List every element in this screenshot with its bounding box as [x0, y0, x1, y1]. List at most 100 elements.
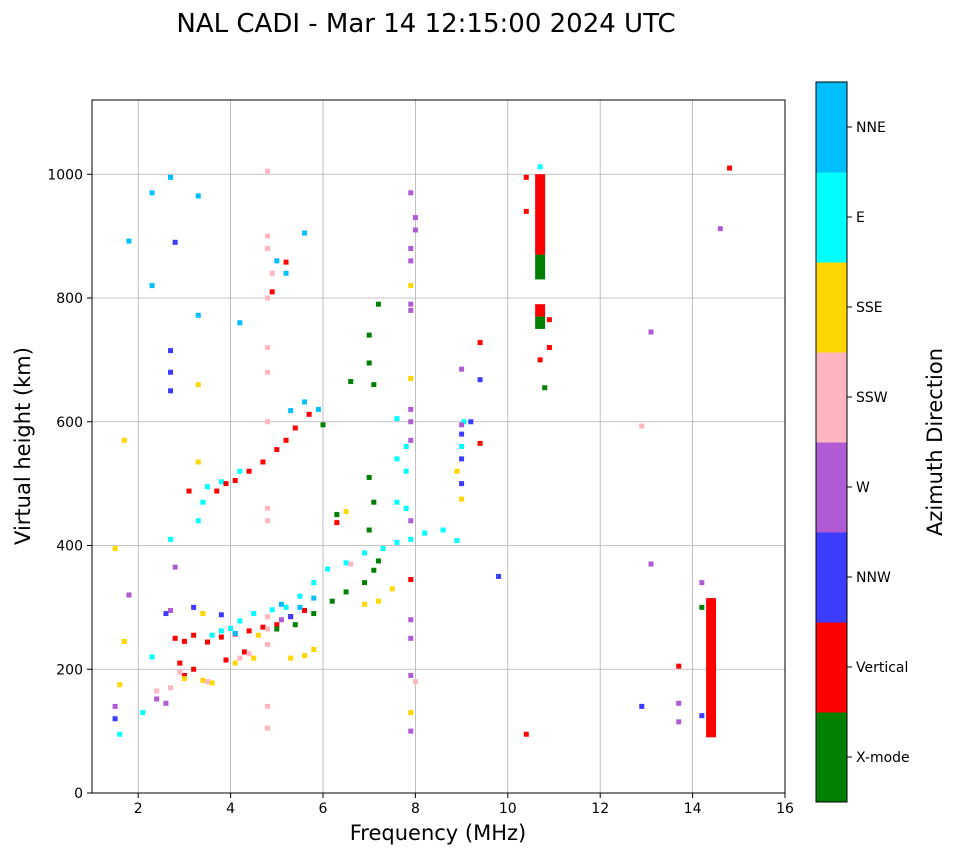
echo-point	[403, 505, 409, 511]
echo-point	[343, 560, 349, 566]
echo-point	[181, 638, 187, 644]
echo-point	[112, 703, 118, 709]
echo-point	[195, 518, 201, 524]
colorbar-tick-label: E	[856, 210, 865, 226]
echo-point	[223, 657, 229, 663]
echo-point	[191, 666, 197, 672]
echo-point	[112, 546, 118, 552]
echo-point	[454, 538, 460, 544]
echo-point	[191, 632, 197, 638]
echo-point	[177, 660, 183, 666]
echo-point	[265, 246, 271, 251]
y-tick-label: 400	[56, 539, 83, 555]
plot-background	[92, 100, 785, 793]
echo-point	[265, 168, 271, 174]
echo-point	[195, 459, 201, 465]
echo-point	[241, 649, 247, 655]
echo-point	[121, 437, 127, 443]
echo-point	[315, 406, 321, 412]
echo-point	[408, 536, 414, 542]
echo-point	[251, 655, 257, 661]
echo-point	[218, 479, 224, 485]
y-tick-label: 1000	[47, 167, 83, 183]
data-marks	[112, 164, 733, 738]
echo-point	[371, 382, 377, 388]
echo-point	[168, 388, 174, 394]
echo-point	[408, 246, 414, 251]
colorbar-tick-label: NNE	[856, 120, 886, 136]
echo-point	[232, 660, 238, 666]
echo-streak	[535, 254, 546, 280]
echo-point	[149, 190, 155, 196]
echo-point	[274, 622, 280, 628]
echo-point	[126, 238, 132, 244]
echo-point	[265, 345, 271, 350]
echo-point	[412, 227, 418, 233]
echo-point	[269, 270, 275, 276]
colorbar-segment	[816, 532, 847, 623]
echo-point	[237, 655, 243, 661]
echo-point	[278, 601, 284, 607]
echo-point	[265, 725, 271, 731]
echo-point	[181, 672, 187, 678]
echo-point	[218, 628, 224, 634]
echo-point	[408, 672, 414, 678]
colorbar: X-mode Vertical NNW W SSW SSE E NNE	[815, 81, 910, 803]
echo-point	[727, 165, 733, 171]
echo-point	[537, 164, 543, 170]
colorbar-segment	[816, 172, 847, 263]
echo-point	[375, 301, 381, 307]
echo-point	[676, 700, 682, 706]
echo-point	[168, 685, 174, 691]
echo-point	[403, 444, 409, 449]
echo-point	[477, 377, 483, 383]
echo-point	[283, 604, 289, 610]
echo-point	[468, 419, 474, 425]
echo-point	[546, 317, 552, 323]
colorbar-segment	[816, 622, 847, 713]
echo-point	[408, 518, 414, 524]
echo-point	[168, 348, 174, 354]
echo-point	[168, 369, 174, 375]
echo-point	[154, 688, 160, 694]
echo-point	[325, 566, 331, 572]
echo-point	[246, 468, 252, 474]
y-tick-label: 200	[56, 662, 83, 678]
y-axis-ticks: 0 200 400 600 800 1000	[47, 167, 92, 802]
echo-point	[542, 385, 548, 391]
echo-point	[121, 638, 127, 644]
echo-point	[412, 679, 418, 685]
echo-point	[676, 663, 682, 669]
echo-point	[292, 622, 298, 628]
echo-point	[523, 208, 529, 214]
colorbar-frame	[815, 81, 848, 803]
x-axis-label: Frequency (MHz)	[350, 821, 526, 845]
echo-point	[537, 357, 543, 363]
colorbar-tick-label: W	[856, 480, 870, 496]
echo-point	[297, 604, 303, 610]
echo-point	[265, 626, 271, 632]
grid-lines	[92, 100, 785, 793]
echo-point	[408, 406, 414, 412]
echo-point	[362, 601, 368, 607]
echo-point	[223, 481, 229, 487]
echo-point	[181, 676, 187, 682]
echo-point	[461, 419, 467, 425]
echo-point	[265, 295, 271, 301]
echo-point	[163, 700, 169, 706]
x-tick-label: 16	[776, 801, 794, 817]
echo-point	[265, 419, 271, 425]
echo-point	[408, 301, 414, 307]
echo-point	[228, 625, 234, 631]
echo-point	[459, 496, 465, 502]
echo-point	[408, 710, 414, 716]
echo-point	[246, 651, 252, 657]
echo-point	[394, 456, 400, 462]
echo-point	[302, 399, 308, 405]
echo-point	[237, 618, 243, 624]
echo-point	[260, 459, 266, 465]
echo-point	[334, 512, 340, 518]
echo-point	[348, 379, 354, 385]
echo-point	[394, 499, 400, 505]
echo-streak	[535, 316, 546, 329]
